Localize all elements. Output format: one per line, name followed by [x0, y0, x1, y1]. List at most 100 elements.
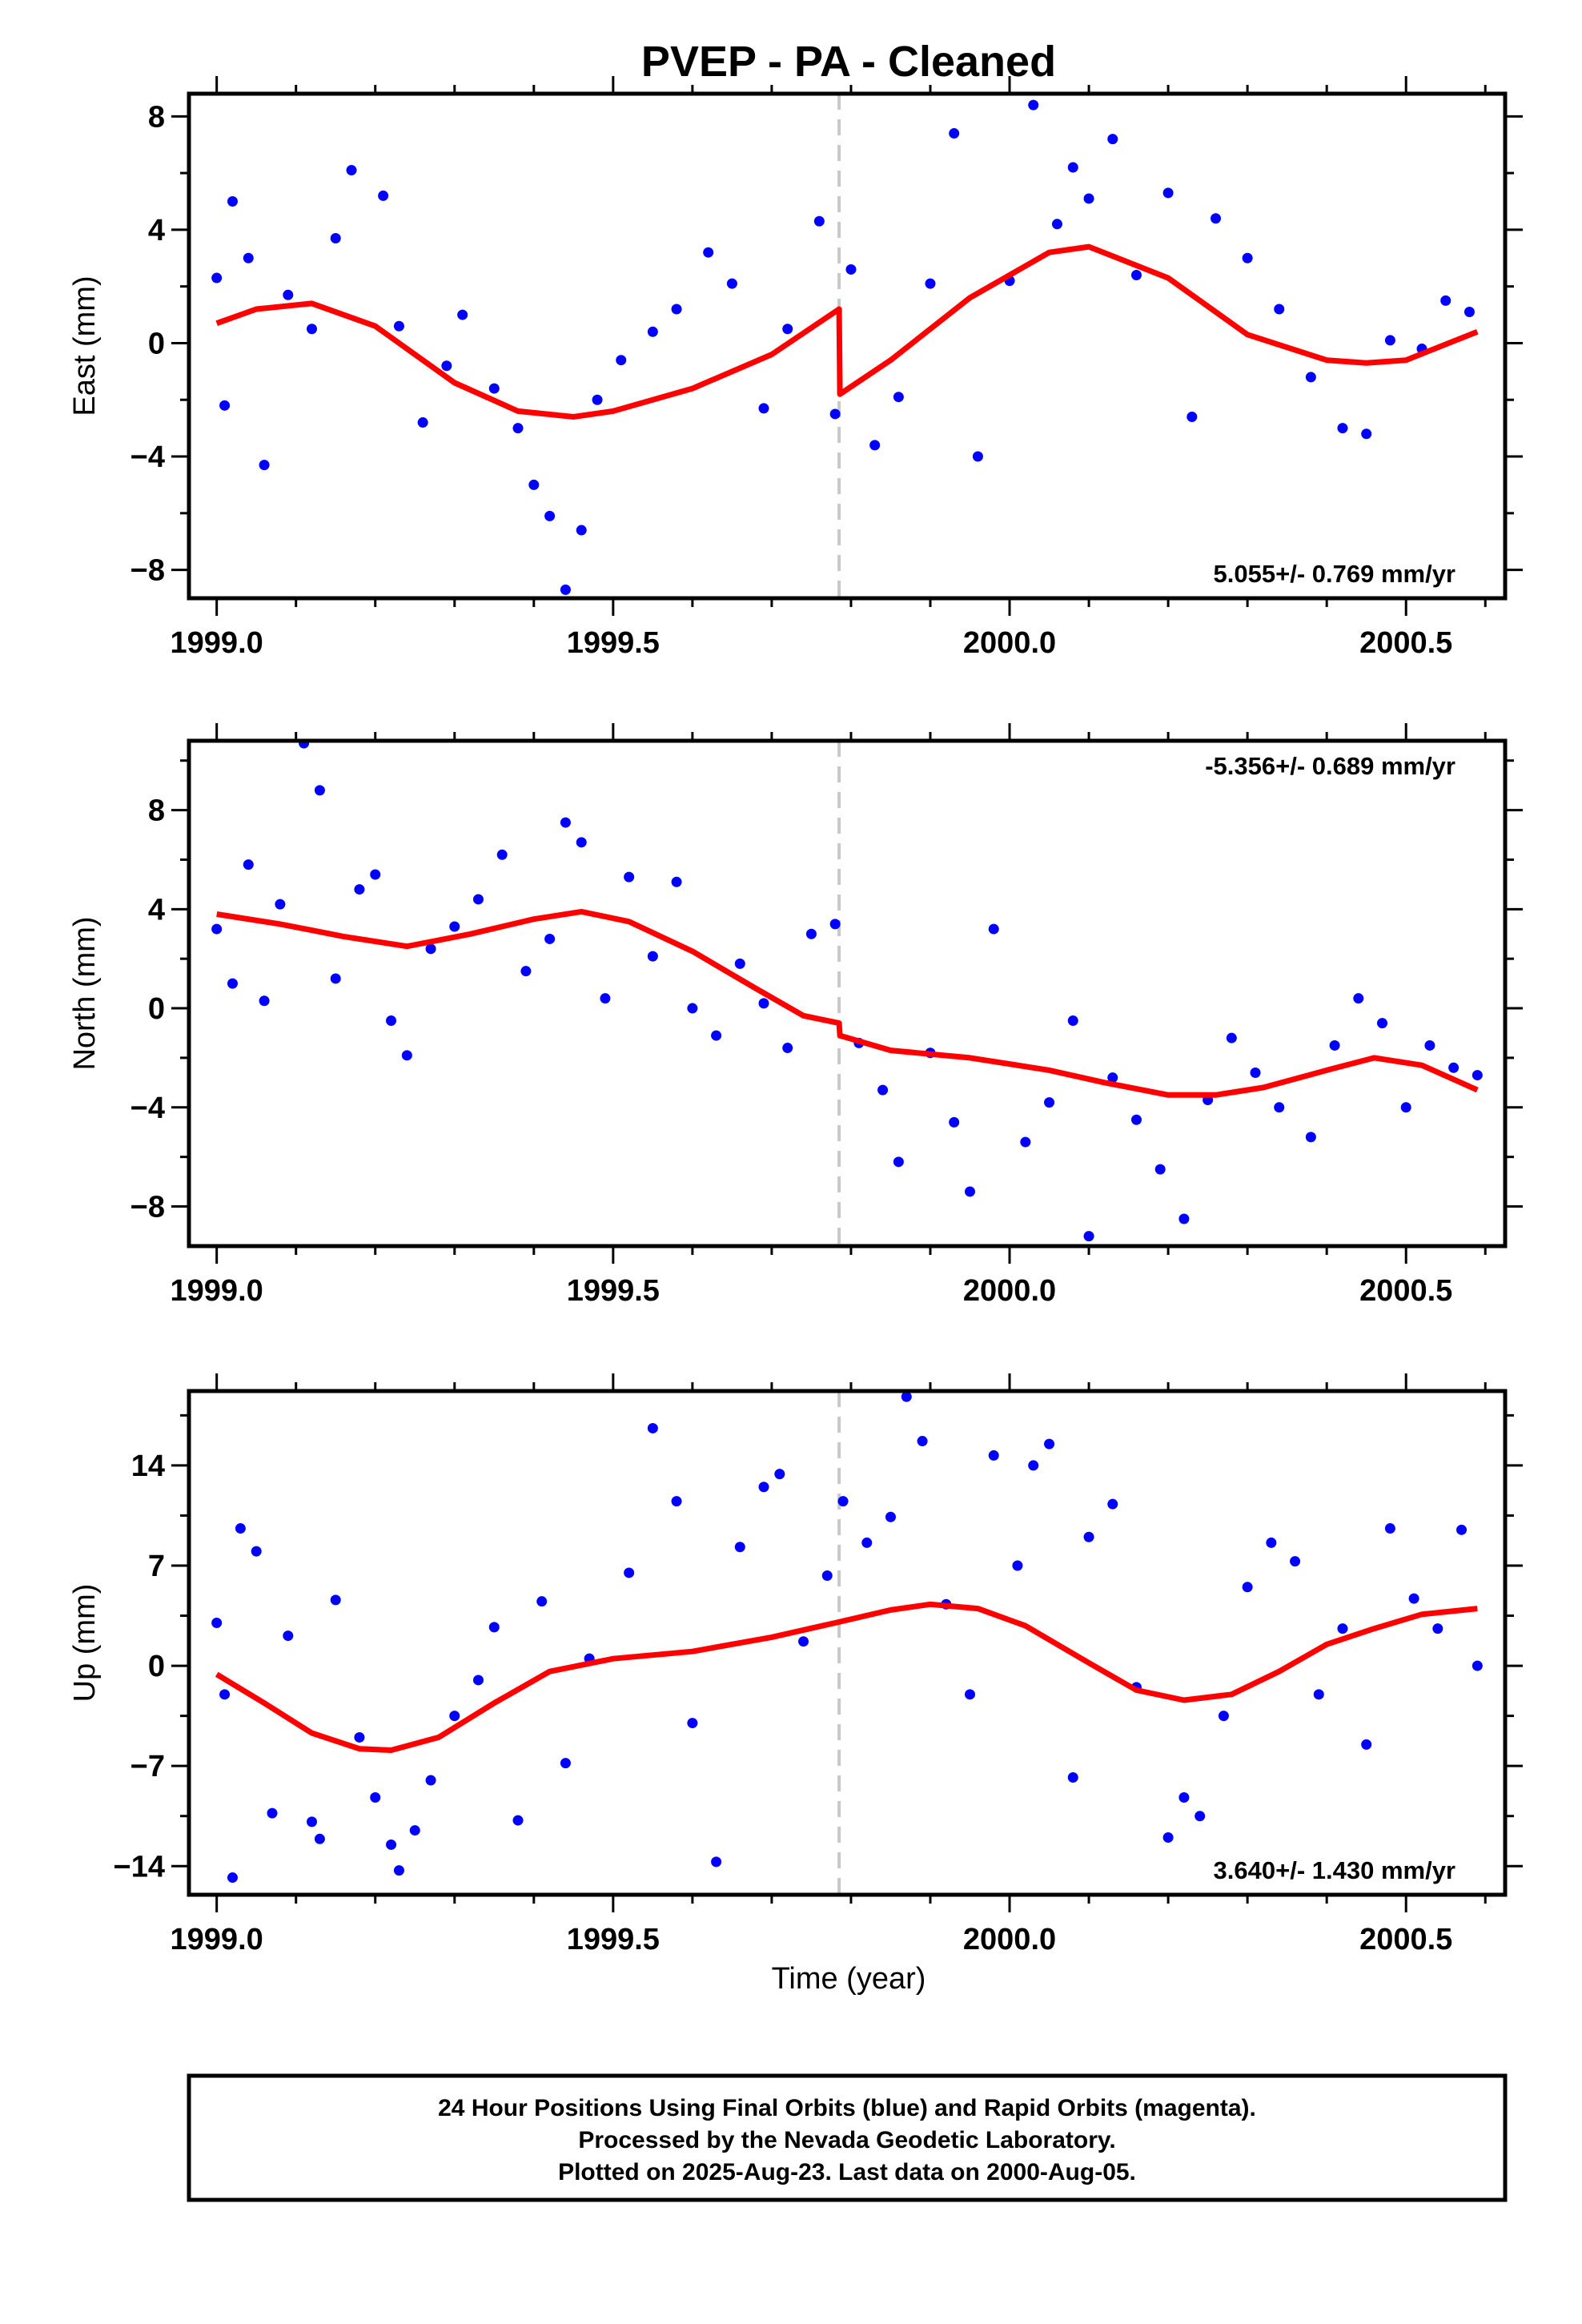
data-point — [544, 933, 556, 944]
x-tick-label: 2000.5 — [1359, 1274, 1452, 1308]
y-tick-label: 0 — [148, 327, 165, 360]
data-point — [647, 326, 658, 337]
velocity-rate-label: -5.356+/- 0.689 mm/yr — [1205, 752, 1456, 780]
data-point — [378, 190, 389, 201]
data-point — [1226, 1032, 1237, 1043]
data-point — [457, 309, 468, 320]
panel-north: 1999.0 1999.5 2000.0 2000.5 −8 −4 0 4 8 North (mm… — [68, 723, 1523, 1308]
data-point — [528, 479, 540, 490]
y-tick-label: −7 — [130, 1750, 165, 1783]
x-tick-label: 1999.5 — [567, 1923, 660, 1956]
data-point — [211, 923, 223, 935]
data-point — [1051, 219, 1062, 230]
y-tick-label: 14 — [131, 1449, 165, 1483]
data-point — [1472, 1070, 1483, 1081]
data-point — [1107, 1498, 1118, 1510]
data-point — [1067, 162, 1078, 173]
data-point — [472, 1675, 484, 1686]
x-tick-label: 1999.0 — [171, 1274, 263, 1308]
data-point — [1464, 307, 1475, 318]
y-tick-label: 4 — [148, 893, 165, 927]
data-point — [1361, 428, 1372, 440]
data-point — [1305, 1132, 1316, 1143]
data-point — [1083, 1531, 1094, 1542]
data-point — [488, 383, 500, 394]
data-point — [1400, 1102, 1411, 1113]
data-point — [211, 272, 223, 283]
data-point — [1020, 1136, 1031, 1148]
x-tick-label: 1999.0 — [171, 1923, 263, 1956]
data-point — [425, 1775, 436, 1786]
data-point — [346, 165, 357, 176]
caption-line-1: 24 Hour Positions Using Final Orbits (bl… — [438, 2095, 1256, 2121]
caption-line-2: Processed by the Nevada Geodetic Laborat… — [578, 2127, 1115, 2153]
data-point — [616, 355, 627, 366]
data-point — [409, 1825, 420, 1836]
data-point — [965, 1689, 976, 1700]
data-point — [1218, 1711, 1229, 1722]
data-point — [711, 1856, 722, 1868]
data-point — [734, 1542, 745, 1553]
data-point — [283, 289, 294, 300]
data-point — [449, 1711, 460, 1722]
data-point — [877, 1084, 889, 1096]
y-axis-label: East (mm) — [68, 275, 102, 416]
y-axis-label: North (mm) — [68, 916, 102, 1070]
panel-east: 1999.0 1999.5 2000.0 2000.5 −8 −4 0 4 8 East (mm)… — [68, 76, 1523, 660]
data-point — [1361, 1739, 1372, 1750]
data-point — [354, 884, 365, 895]
data-point — [536, 1596, 548, 1607]
data-point — [671, 876, 682, 887]
data-point — [774, 1469, 785, 1480]
data-point — [330, 233, 341, 244]
model-line — [216, 908, 1479, 1098]
data-point — [1432, 1623, 1443, 1634]
data-point — [219, 400, 231, 411]
data-point — [1211, 213, 1222, 224]
data-point — [275, 899, 286, 910]
y-tick-label: 4 — [148, 214, 165, 247]
data-point — [314, 785, 325, 796]
data-point — [227, 978, 238, 989]
data-point — [861, 1537, 873, 1548]
data-point — [1384, 335, 1395, 346]
y-tick-label: −4 — [130, 1092, 165, 1125]
data-point — [1067, 1771, 1078, 1783]
data-point — [837, 1496, 849, 1507]
data-point — [988, 1449, 999, 1461]
data-point — [1242, 252, 1253, 263]
data-point — [1162, 1832, 1174, 1844]
panel-up: 1999.0 1999.5 2000.0 2000.5 −14 −7 0 7 14 Up (mm)… — [68, 1373, 1523, 1956]
data-point — [893, 392, 904, 403]
data-point — [687, 1718, 698, 1729]
data-point — [354, 1731, 365, 1743]
data-point — [1083, 1231, 1094, 1242]
data-point — [949, 128, 960, 139]
data-point — [782, 324, 793, 335]
data-point — [1274, 1102, 1285, 1113]
data-point — [1107, 1072, 1118, 1084]
data-point — [1044, 1097, 1055, 1108]
data-point — [1290, 1556, 1301, 1567]
data-point — [544, 510, 556, 521]
data-point — [813, 215, 825, 227]
data-point — [417, 417, 428, 428]
data-point — [259, 995, 270, 1007]
data-point — [1408, 1593, 1419, 1604]
y-tick-label: −14 — [114, 1850, 165, 1884]
y-tick-label: −4 — [130, 440, 165, 474]
data-point — [560, 584, 571, 595]
x-tick-label: 1999.0 — [171, 626, 263, 660]
model-line — [215, 1601, 1478, 1753]
data-point — [243, 252, 254, 263]
data-point — [393, 320, 404, 332]
data-point — [647, 951, 658, 962]
data-point — [1028, 1460, 1039, 1471]
data-point — [1195, 1811, 1206, 1822]
data-point — [235, 1523, 246, 1534]
data-point — [370, 869, 381, 880]
x-tick-label: 2000.5 — [1359, 1923, 1452, 1956]
model-line — [215, 243, 1479, 420]
data-point — [576, 837, 587, 848]
